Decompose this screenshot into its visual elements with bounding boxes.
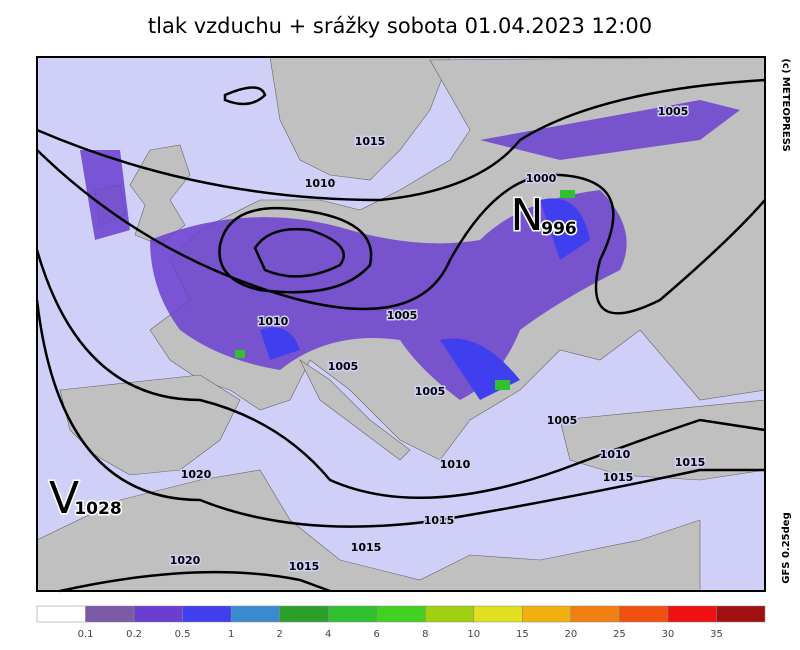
high-letter: V <box>49 473 79 524</box>
legend-swatch <box>570 605 620 623</box>
isobar-label: 1005 <box>328 360 359 373</box>
isobar-label: 1005 <box>547 414 578 427</box>
low-value: 996 <box>541 219 577 239</box>
legend-label: 15 <box>516 629 529 640</box>
isobar-label: 1010 <box>600 448 631 461</box>
copyright: (c) METEOPRESS <box>780 58 791 151</box>
isobar-label: 1000 <box>526 172 557 185</box>
map: 1015 1010 1000 1005 1010 1005 1005 1005 … <box>35 56 766 593</box>
legend-label: 10 <box>467 629 480 640</box>
low-letter: N <box>511 190 544 241</box>
isobar-label: 1005 <box>415 385 446 398</box>
isobar-label: 1015 <box>424 514 455 527</box>
legend-label: 2 <box>276 629 282 640</box>
legend-swatch <box>473 605 523 623</box>
legend-label: 20 <box>564 629 577 640</box>
legend-swatch <box>619 605 669 623</box>
legend-label: 30 <box>662 629 675 640</box>
legend-swatch <box>716 605 766 623</box>
legend-label: 4 <box>325 629 331 640</box>
legend-swatch <box>85 605 135 623</box>
isobar-label: 1020 <box>170 554 201 567</box>
isobar-label: 1005 <box>658 105 689 118</box>
legend-swatch <box>667 605 717 623</box>
legend-swatch <box>36 605 86 623</box>
legend: 0.1 0.2 0.5 1 2 4 6 8 10 15 20 25 30 35 <box>36 605 766 640</box>
isobar-label: 1015 <box>355 135 386 148</box>
legend-label: 1 <box>228 629 234 640</box>
isobar-label: 1010 <box>258 315 289 328</box>
legend-label: 8 <box>422 629 428 640</box>
isobar-label: 1015 <box>603 471 634 484</box>
legend-label: 35 <box>710 629 723 640</box>
legend-label: 25 <box>613 629 626 640</box>
isobar-label: 1015 <box>675 456 706 469</box>
legend-label: 0.2 <box>126 629 142 640</box>
high-value: 1028 <box>74 499 121 519</box>
isobar-label: 1010 <box>305 177 336 190</box>
legend-swatch <box>182 605 232 623</box>
legend-swatch <box>279 605 329 623</box>
isobar-label: 1010 <box>440 458 471 471</box>
legend-label: 0.1 <box>78 629 94 640</box>
legend-label: 0.5 <box>175 629 191 640</box>
legend-swatch <box>376 605 426 623</box>
isobar-label: 1015 <box>351 541 382 554</box>
legend-swatch <box>522 605 572 623</box>
legend-swatch <box>133 605 183 623</box>
model-label: GFS 0.25deg <box>781 512 792 584</box>
isobar-label: 1005 <box>387 309 418 322</box>
isobar-label: 1015 <box>289 560 320 573</box>
isobar-label: 1020 <box>181 468 212 481</box>
legend-swatch <box>230 605 280 623</box>
legend-swatch <box>425 605 475 623</box>
legend-label: 6 <box>374 629 380 640</box>
title: tlak vzduchu + srážky sobota 01.04.2023 … <box>148 14 652 38</box>
legend-swatch <box>327 605 377 623</box>
